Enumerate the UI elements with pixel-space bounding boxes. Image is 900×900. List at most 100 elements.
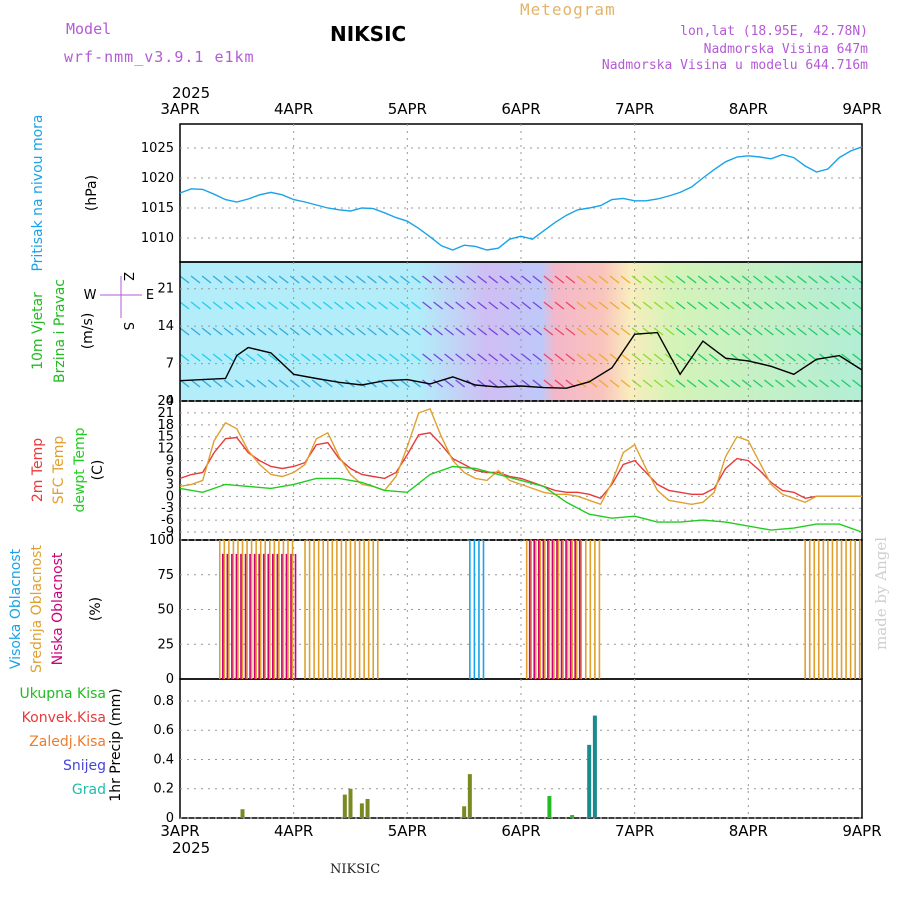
wind-barb [356,327,366,336]
wind-barb [521,379,532,388]
wind-barb [664,275,675,284]
wind-barb [378,327,388,336]
date-label-top: 8APR [729,100,768,118]
wind-barb [444,327,455,336]
compass-north: Z [120,272,135,281]
wind-barb [609,327,620,336]
wind-barb [378,301,388,310]
y-tick-label: 21 [157,406,174,421]
y-tick-label: 15 [157,430,174,445]
wind-barb [675,275,686,284]
precip-bar [348,788,353,818]
wind-barb [730,379,741,388]
y-tick-label: 25 [157,637,174,652]
y-tick-label: -3 [161,501,174,516]
wind-barb [389,275,399,284]
y-tick-label: 1020 [141,171,174,186]
wind-barb [510,327,521,336]
wind-barb [322,301,333,310]
wind-barb [565,301,576,310]
wind-barb [752,301,763,310]
wind-barb [830,301,840,310]
date-label-top: 9APR [842,100,881,118]
wind-barb [830,379,840,388]
precip-bar [570,815,575,818]
wind-barb [786,301,796,310]
wind-barb [510,353,521,362]
wind-barb [378,353,388,362]
wind-barb [819,327,829,336]
wind-barb [708,327,719,336]
wind-barb [587,275,598,284]
wind-barb [356,301,366,310]
wind-barb [786,353,796,362]
date-label-top: 3APR [160,100,199,118]
wind-barb [774,275,785,284]
wind-barb [201,379,212,388]
date-label-bottom: 4APR [274,822,313,840]
wind-barb [808,379,818,388]
wind-barb [422,327,432,336]
wind-barb [686,301,697,310]
wind-barb [212,353,223,362]
wind-barb [675,379,686,388]
wind-barb [653,301,664,310]
wind-barb [763,275,774,284]
wind-barb [686,379,697,388]
wind-barb [179,353,190,362]
wind-barb [653,275,664,284]
date-label-bottom: 8APR [729,822,768,840]
wind-barb [466,275,477,284]
precip-bar [592,715,597,818]
wind-barb [466,301,477,310]
y-tick-label: 0 [166,489,174,504]
wind-barb [576,301,587,310]
wind-barb [289,275,300,284]
wind-barb [488,379,499,388]
wind-barb [499,301,510,310]
y-tick-label: 1025 [141,141,174,156]
wind-barb [598,301,609,310]
wind-barb [212,379,223,388]
wind-barb [322,379,333,388]
wind-barb [190,301,201,310]
wind-barb [212,301,223,310]
wind-barb [499,327,510,336]
wind-barb [499,275,510,284]
wind-barb [477,275,488,284]
wind-barb [466,327,477,336]
wind-barb [841,379,851,388]
wind-barb [433,327,443,336]
high-cloud-axis-label: Visoka Oblacnost [8,548,24,669]
wind-barb [543,301,554,310]
wind-barb [620,301,631,310]
precip-bar [359,803,364,818]
wind-barb [719,301,730,310]
wind-barb [841,301,851,310]
wind-barb [752,275,763,284]
precip-legend-item: Ukupna Kisa [19,686,106,702]
wind-barb [686,275,697,284]
wind-barb [278,327,289,336]
wind-barb [322,353,333,362]
date-label-bottom: 7APR [615,822,654,840]
compass-east: E [146,288,154,303]
wind-barb [620,327,631,336]
wind-barb [642,379,653,388]
wind-barb [543,275,554,284]
wind-barb [245,353,256,362]
wind-barb [455,353,466,362]
wind-barb [411,353,421,362]
wind-barb [333,353,344,362]
wind-barb [344,327,355,336]
wind-barb [521,301,532,310]
wind-barb [190,275,201,284]
wind-barb [532,327,543,336]
y-tick-label: 24 [157,394,174,409]
wind-barb [201,353,212,362]
wind-barb [256,353,267,362]
wind-barb [642,327,653,336]
wind-barb [444,275,455,284]
wind-barb [267,353,278,362]
wind-barb [620,353,631,362]
